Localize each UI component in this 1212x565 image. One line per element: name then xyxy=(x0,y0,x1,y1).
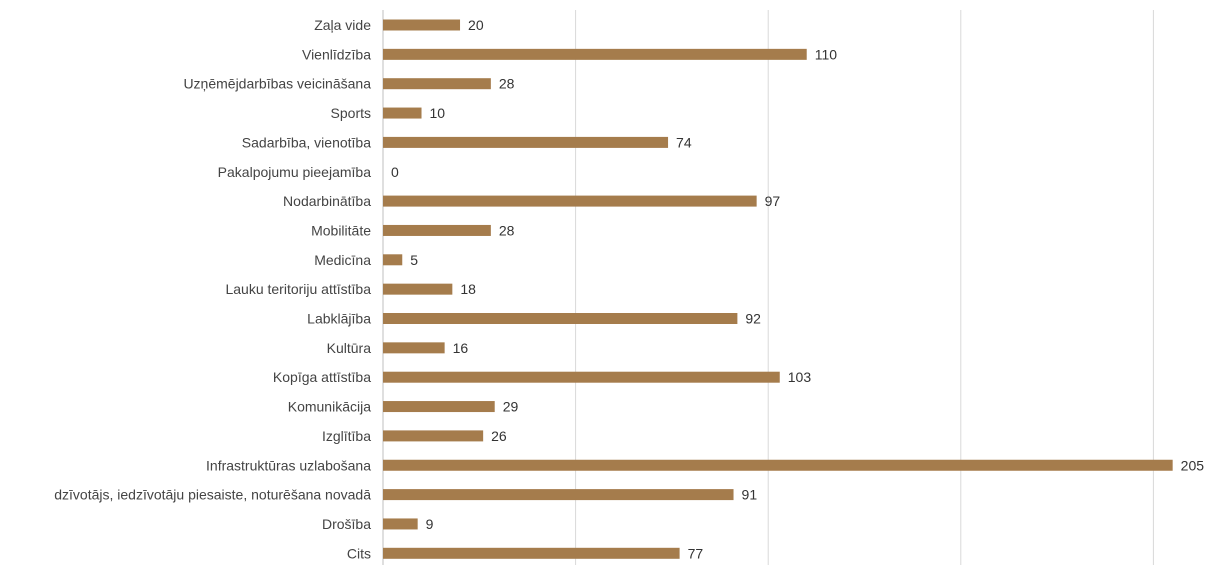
category-label: Vienlīdzība xyxy=(302,46,371,62)
bar xyxy=(383,547,680,559)
data-label: 97 xyxy=(765,193,781,209)
bar xyxy=(383,489,734,501)
data-label: 28 xyxy=(499,76,515,92)
data-label: 10 xyxy=(430,105,446,121)
category-labels: Zaļa vide Vienlīdzība Uzņēmējdarbības veic… xyxy=(54,17,371,561)
category-label: Drošība xyxy=(322,516,371,532)
data-label: 103 xyxy=(788,369,812,385)
bar xyxy=(383,78,491,90)
bar xyxy=(383,107,422,119)
data-label: 18 xyxy=(460,281,476,297)
category-label: Infrastruktūras uzlabošana xyxy=(206,457,371,473)
bar xyxy=(383,283,453,295)
data-label: 26 xyxy=(491,428,507,444)
category-label: Medicīna xyxy=(314,252,371,268)
data-label: 28 xyxy=(499,222,515,238)
data-label: 16 xyxy=(453,340,469,356)
data-label: 0 xyxy=(391,164,399,180)
category-label: dzīvotājs, iedzīvotāju piesaiste, noturē… xyxy=(54,487,371,503)
bar xyxy=(383,195,757,207)
bars xyxy=(383,19,1173,559)
bar xyxy=(383,430,484,442)
bar xyxy=(383,313,738,324)
category-label: Uzņēmējdarbības veicināšana xyxy=(183,76,371,92)
category-label: Kopīga attīstība xyxy=(273,369,371,385)
data-label: 29 xyxy=(503,399,519,415)
category-label: Komunikācija xyxy=(288,399,371,415)
category-label: Kultūra xyxy=(327,340,372,356)
data-labels: 20 110 28 10 74 0 97 28 5 18 92 16 103 29 26 205 91 9 77 xyxy=(391,17,1204,561)
category-label: Izglītība xyxy=(322,428,371,444)
data-label: 110 xyxy=(815,46,838,62)
data-label: 74 xyxy=(676,134,692,150)
data-label: 5 xyxy=(410,252,418,268)
bar xyxy=(383,371,780,383)
bar xyxy=(383,254,403,266)
category-label: Nodarbinātība xyxy=(283,193,371,209)
gridlines xyxy=(575,10,1154,565)
data-label: 205 xyxy=(1181,457,1205,473)
category-label: Sadarbība, vienotība xyxy=(242,134,371,150)
category-label: Zaļa vide xyxy=(314,17,371,33)
data-label: 91 xyxy=(742,487,758,503)
category-label: Labklājība xyxy=(307,311,371,327)
category-label: Lauku teritoriju attīstība xyxy=(225,281,371,297)
category-label: Sports xyxy=(331,105,371,121)
bar xyxy=(383,48,807,60)
bar xyxy=(383,342,445,354)
bar xyxy=(383,224,491,236)
data-label: 9 xyxy=(426,516,434,532)
data-label: 77 xyxy=(688,545,704,561)
data-label: 92 xyxy=(745,311,761,327)
category-label: Mobilitāte xyxy=(311,222,371,238)
category-label: Cits xyxy=(347,545,371,561)
category-label: Pakalpojumu pieejamība xyxy=(218,164,372,180)
bar xyxy=(383,459,1173,471)
bar xyxy=(383,518,418,530)
bar xyxy=(383,19,461,31)
data-label: 20 xyxy=(468,17,484,33)
bar xyxy=(383,401,495,413)
bar xyxy=(383,136,669,148)
